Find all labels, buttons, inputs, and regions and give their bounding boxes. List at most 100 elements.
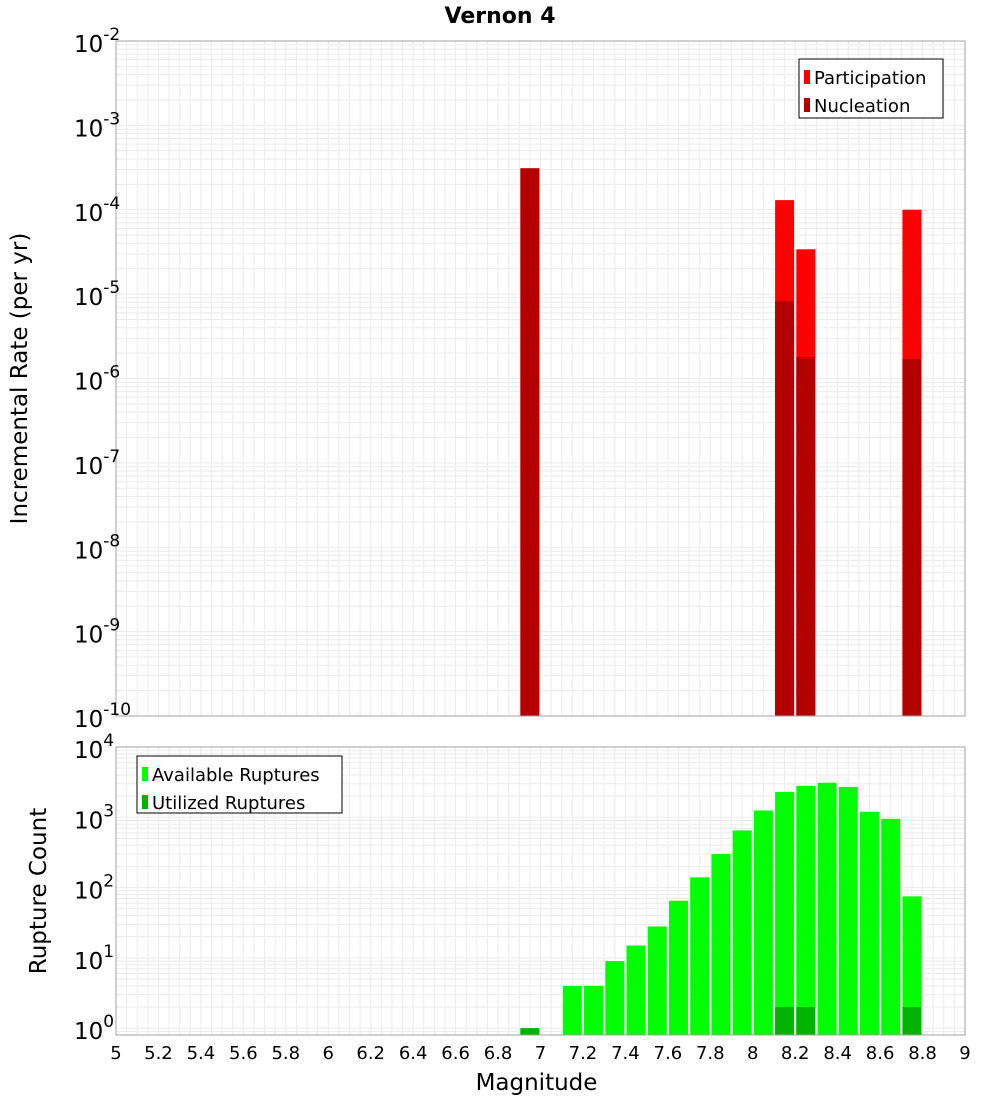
nucleation-bar [775, 301, 795, 716]
bottom-y-axis-label: Rupture Count [26, 808, 52, 974]
top-y-tick-label: 10-10 [74, 700, 131, 733]
x-tick-label: 8 [747, 1043, 758, 1064]
bottom-y-tick-label: 101 [74, 942, 114, 975]
available-ruptures-bar [711, 854, 731, 1035]
available-ruptures-bar [562, 985, 582, 1035]
chart-title: Vernon 4 [445, 4, 556, 29]
x-axis-label: Magnitude [476, 1070, 598, 1096]
bottom-legend-label: Available Ruptures [152, 765, 320, 786]
top-y-tick-exponent: -4 [103, 194, 120, 214]
top-y-tick-label: 10-5 [74, 278, 120, 311]
available-ruptures-bar [584, 985, 604, 1035]
top-y-axis-label: Incremental Rate (per yr) [7, 233, 33, 525]
nucleation-bar [796, 356, 816, 716]
x-tick-label: 6.2 [356, 1043, 385, 1064]
x-tick-label: 8.6 [866, 1043, 895, 1064]
available-ruptures-bar [647, 926, 667, 1035]
bottom-y-tick-label: 104 [74, 731, 114, 764]
top-y-tick-label: 10-9 [74, 616, 120, 649]
bottom-y-tick-exponent: 3 [103, 801, 114, 821]
available-ruptures-bar [626, 945, 646, 1035]
top-y-tick-exponent: -8 [103, 531, 120, 551]
top-y-tick-base: 10 [74, 201, 103, 227]
bottom-y-tick-base: 10 [74, 1019, 103, 1045]
x-tick-label: 5.8 [271, 1043, 300, 1064]
utilized-ruptures-bar [520, 1028, 540, 1035]
x-tick-label: 6 [323, 1043, 334, 1064]
top-y-tick-exponent: -5 [103, 278, 120, 298]
x-tick-label: 8.8 [908, 1043, 937, 1064]
top-y-tick-base: 10 [74, 538, 103, 564]
bottom-legend-label: Utilized Ruptures [152, 793, 305, 814]
x-tick-label: 9 [959, 1043, 970, 1064]
top-y-tick-exponent: -9 [103, 616, 120, 636]
bottom-legend-box [136, 755, 343, 814]
x-tick-label: 7 [535, 1043, 546, 1064]
x-tick-label: 5 [110, 1043, 121, 1064]
top-panel: 10-210-310-410-510-610-710-810-910-10Par… [7, 25, 966, 733]
x-tick-label: 5.2 [144, 1043, 173, 1064]
available-ruptures-bar [859, 811, 879, 1035]
top-y-tick-base: 10 [74, 454, 103, 480]
top-y-tick-label: 10-4 [74, 194, 120, 227]
bottom-y-tick-label: 103 [74, 801, 114, 834]
x-tick-label: 5.6 [229, 1043, 258, 1064]
bottom-y-tick-exponent: 1 [103, 942, 114, 962]
utilized-ruptures-bar [775, 1007, 795, 1035]
x-tick-label: 7.4 [611, 1043, 640, 1064]
top-y-tick-exponent: -7 [103, 447, 120, 467]
top-y-tick-exponent: -3 [103, 109, 120, 129]
top-y-tick-label: 10-3 [74, 109, 120, 142]
top-y-tick-exponent: -10 [103, 700, 131, 720]
x-tick-label: 6.4 [399, 1043, 428, 1064]
top-y-tick-label: 10-2 [74, 25, 120, 58]
utilized-ruptures-bar [902, 1007, 922, 1035]
top-y-tick-label: 10-8 [74, 531, 120, 564]
available-ruptures-bar [838, 786, 858, 1035]
top-y-tick-base: 10 [74, 370, 103, 396]
bottom-y-tick-base: 10 [74, 949, 103, 975]
top-legend-box [798, 58, 944, 119]
x-tick-label: 8.4 [823, 1043, 852, 1064]
top-y-tick-exponent: -6 [103, 363, 120, 383]
top-plot-frame [115, 40, 966, 717]
x-tick-label: 8.2 [781, 1043, 810, 1064]
available-ruptures-bar [881, 818, 901, 1035]
top-legend-label: Participation [814, 68, 926, 89]
nucleation-bar [520, 168, 540, 716]
top-y-tick-base: 10 [74, 707, 103, 733]
top-y-tick-label: 10-6 [74, 363, 120, 396]
utilized-ruptures-bar [796, 1007, 816, 1035]
available-ruptures-bar [605, 961, 625, 1035]
x-tick-label: 7.8 [696, 1043, 725, 1064]
top-legend-label: Nucleation [814, 96, 910, 117]
top-y-tick-label: 10-7 [74, 447, 120, 480]
available-ruptures-bar [775, 791, 795, 1035]
bottom-y-tick-exponent: 4 [103, 731, 114, 751]
top-y-tick-base: 10 [74, 285, 103, 311]
top-y-tick-base: 10 [74, 623, 103, 649]
bottom-legend-swatch [142, 767, 148, 781]
x-tick-label: 7.2 [569, 1043, 598, 1064]
available-ruptures-bar [817, 782, 837, 1035]
x-tick-label: 6.6 [441, 1043, 470, 1064]
top-y-tick-base: 10 [74, 32, 103, 58]
top-legend-swatch [804, 98, 810, 112]
bottom-y-tick-label: 100 [74, 1012, 114, 1045]
available-ruptures-bar [690, 877, 710, 1035]
available-ruptures-bar [668, 900, 688, 1035]
available-ruptures-bar [732, 830, 752, 1035]
bottom-y-tick-label: 102 [74, 872, 114, 905]
top-y-tick-exponent: -2 [103, 25, 120, 45]
top-y-tick-base: 10 [74, 116, 103, 142]
available-ruptures-bar [753, 810, 773, 1035]
available-ruptures-bar [902, 896, 922, 1035]
x-tick-label: 5.4 [187, 1043, 216, 1064]
bottom-y-tick-exponent: 0 [103, 1012, 114, 1032]
bottom-y-tick-base: 10 [74, 879, 103, 905]
x-tick-label: 7.6 [654, 1043, 683, 1064]
bottom-plot-frame [115, 746, 966, 1036]
